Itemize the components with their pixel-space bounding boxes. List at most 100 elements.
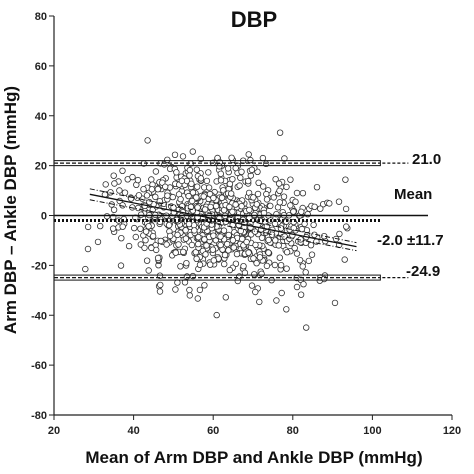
data-point <box>293 189 301 197</box>
data-point <box>148 244 155 252</box>
data-point <box>183 260 190 267</box>
data-point <box>161 161 168 168</box>
data-point <box>206 261 214 268</box>
data-point <box>253 201 260 208</box>
data-point <box>212 202 220 210</box>
x-tick-label: 60 <box>207 425 219 437</box>
y-tick-label: -40 <box>31 310 47 322</box>
data-point <box>135 192 143 199</box>
y-tick-label: 60 <box>35 61 47 73</box>
data-point <box>84 245 92 253</box>
data-point <box>205 169 212 176</box>
data-point <box>84 223 92 231</box>
data-point <box>119 223 126 230</box>
data-point <box>109 225 117 232</box>
data-point <box>144 137 151 144</box>
data-point <box>331 299 339 307</box>
data-point <box>152 193 159 201</box>
data-point <box>248 166 256 173</box>
data-point <box>287 176 294 183</box>
data-point <box>293 250 301 257</box>
data-point <box>217 241 224 249</box>
data-point <box>229 208 236 215</box>
data-point <box>169 193 176 201</box>
data-point <box>118 234 125 242</box>
data-point <box>342 205 350 213</box>
data-point <box>342 176 349 183</box>
data-point <box>307 241 315 249</box>
data-point <box>298 225 306 233</box>
data-point <box>301 220 308 228</box>
data-point <box>161 183 169 190</box>
data-point <box>302 269 309 276</box>
data-point <box>182 235 190 242</box>
data-point <box>177 195 184 203</box>
data-point <box>179 248 187 256</box>
data-point <box>229 237 237 244</box>
data-point <box>241 269 249 276</box>
data-point <box>182 227 189 234</box>
data-point <box>194 204 201 211</box>
data-point <box>272 175 279 183</box>
data-point <box>335 198 343 205</box>
data-point <box>326 200 333 207</box>
x-tick-label: 80 <box>287 425 299 437</box>
data-point <box>217 233 224 240</box>
data-point <box>132 233 139 241</box>
data-point <box>94 238 102 246</box>
data-point <box>260 183 267 190</box>
data-point <box>275 180 283 187</box>
data-point <box>343 223 350 230</box>
x-tick-label: 120 <box>443 425 461 437</box>
data-point <box>221 251 229 259</box>
x-tick-label: 100 <box>363 425 381 437</box>
x-tick-label: 20 <box>48 425 60 437</box>
data-point <box>246 206 253 214</box>
data-point <box>197 175 205 182</box>
data-point <box>277 225 285 232</box>
data-point <box>134 204 142 212</box>
data-point <box>275 242 282 249</box>
data-point <box>193 166 200 173</box>
data-point <box>146 198 153 206</box>
data-point <box>185 220 193 228</box>
data-point <box>217 177 225 184</box>
data-point <box>117 262 125 269</box>
data-point <box>317 205 324 212</box>
x-axis-title: Mean of Arm DBP and Ankle DBP (mmHg) <box>85 448 422 467</box>
data-point <box>253 260 260 267</box>
data-point <box>290 208 297 215</box>
data-point <box>268 231 276 238</box>
data-point <box>189 148 196 155</box>
data-point <box>276 254 283 261</box>
data-point <box>200 193 207 200</box>
y-tick-label: -20 <box>31 260 47 272</box>
data-point <box>283 265 290 272</box>
data-point <box>201 236 208 243</box>
data-point <box>96 222 104 230</box>
data-point <box>263 190 270 198</box>
data-point <box>188 197 196 205</box>
data-point <box>227 190 235 197</box>
data-point <box>143 192 151 199</box>
data-point <box>228 154 235 161</box>
data-point <box>276 187 283 194</box>
data-point <box>232 164 239 172</box>
data-point <box>283 183 290 191</box>
data-point <box>293 283 301 291</box>
data-point <box>223 240 231 248</box>
data-point <box>225 231 232 239</box>
data-point <box>232 201 239 208</box>
data-point <box>108 201 115 208</box>
data-point <box>141 244 148 252</box>
data-point <box>201 206 209 213</box>
data-point <box>236 182 243 189</box>
data-point <box>149 232 157 240</box>
data-point <box>254 190 262 198</box>
data-point <box>310 221 317 229</box>
data-point <box>102 181 109 188</box>
data-point <box>263 262 271 270</box>
data-point <box>163 241 170 248</box>
data-point <box>265 249 272 256</box>
data-point <box>210 257 217 264</box>
